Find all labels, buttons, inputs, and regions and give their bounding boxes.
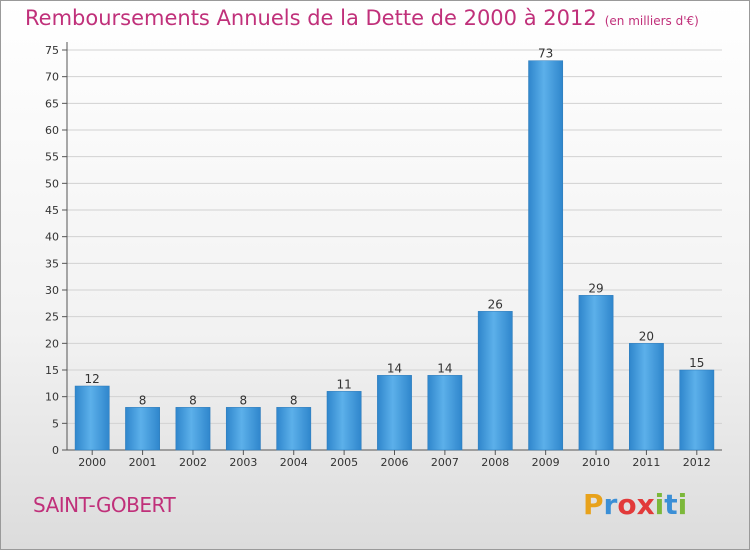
value-label-2009: 73 <box>538 47 553 61</box>
y-tick-label: 30 <box>45 284 59 297</box>
y-tick-label: 70 <box>45 71 59 84</box>
bar-2003 <box>225 407 261 451</box>
x-tick-label-2008: 2008 <box>481 456 509 469</box>
y-tick-label: 50 <box>45 177 59 190</box>
y-tick-label: 15 <box>45 364 59 377</box>
x-tick-label-2006: 2006 <box>381 456 409 469</box>
bar-2004 <box>276 407 312 451</box>
x-tick-label-2004: 2004 <box>280 456 308 469</box>
proxiti-logo: Proxiti <box>583 488 688 521</box>
bar-2000 <box>74 385 110 451</box>
chart-subtitle: (en milliers d'€) <box>604 14 699 28</box>
bar-2007 <box>427 375 463 451</box>
x-tick-label-2001: 2001 <box>129 456 157 469</box>
value-label-2000: 12 <box>85 372 100 386</box>
bar-2006 <box>377 375 412 451</box>
value-label-2012: 15 <box>689 356 704 370</box>
x-tick-label-2010: 2010 <box>582 456 610 469</box>
x-tick-label-2012: 2012 <box>683 456 711 469</box>
value-label-2005: 11 <box>336 377 351 391</box>
value-label-2002: 8 <box>189 393 197 407</box>
value-label-2006: 14 <box>387 361 402 375</box>
y-tick-label: 0 <box>52 444 59 457</box>
y-tick-label: 40 <box>45 231 59 244</box>
y-tick-label: 75 <box>45 44 59 57</box>
x-tick-label-2007: 2007 <box>431 456 459 469</box>
bar-2011 <box>629 343 664 451</box>
x-tick-label-2009: 2009 <box>532 456 560 469</box>
x-tick-label-2005: 2005 <box>330 456 358 469</box>
value-label-2007: 14 <box>437 361 452 375</box>
value-label-2003: 8 <box>240 393 248 407</box>
bar-2001 <box>125 407 160 451</box>
bar-2008 <box>477 311 513 451</box>
y-tick-label: 20 <box>45 337 59 350</box>
bar-2012 <box>679 369 715 451</box>
y-tick-label: 5 <box>52 417 59 430</box>
value-label-2011: 20 <box>639 329 654 343</box>
x-tick-label-2003: 2003 <box>229 456 257 469</box>
title-text: Remboursements Annuels de la Dette de 20… <box>25 6 597 30</box>
bar-2010 <box>578 295 614 451</box>
place-name: SAINT-GOBERT <box>33 493 176 517</box>
x-tick-label-2011: 2011 <box>632 456 660 469</box>
chart-title: Remboursements Annuels de la Dette de 20… <box>25 6 699 30</box>
value-label-2004: 8 <box>290 393 298 407</box>
bar-2002 <box>175 407 211 451</box>
y-tick-label: 65 <box>45 97 59 110</box>
value-label-2010: 29 <box>588 281 603 295</box>
labels: 0 5 10 15 20 25 30 35 40 45 50 55 60 65 70 75 12 2000 8 200… <box>45 44 711 469</box>
x-tick-label-2002: 2002 <box>179 456 207 469</box>
y-tick-label: 45 <box>45 204 59 217</box>
y-tick-label: 35 <box>45 257 59 270</box>
y-tick-label: 25 <box>45 311 59 324</box>
x-tick-label-2000: 2000 <box>78 456 106 469</box>
value-label-2001: 8 <box>139 393 147 407</box>
value-label-2008: 26 <box>488 297 503 311</box>
bars <box>74 60 715 451</box>
bar-2009 <box>528 60 564 451</box>
y-tick-label: 10 <box>45 391 59 404</box>
y-tick-label: 55 <box>45 151 59 164</box>
bar-2005 <box>326 391 362 451</box>
y-tick-label: 60 <box>45 124 59 137</box>
